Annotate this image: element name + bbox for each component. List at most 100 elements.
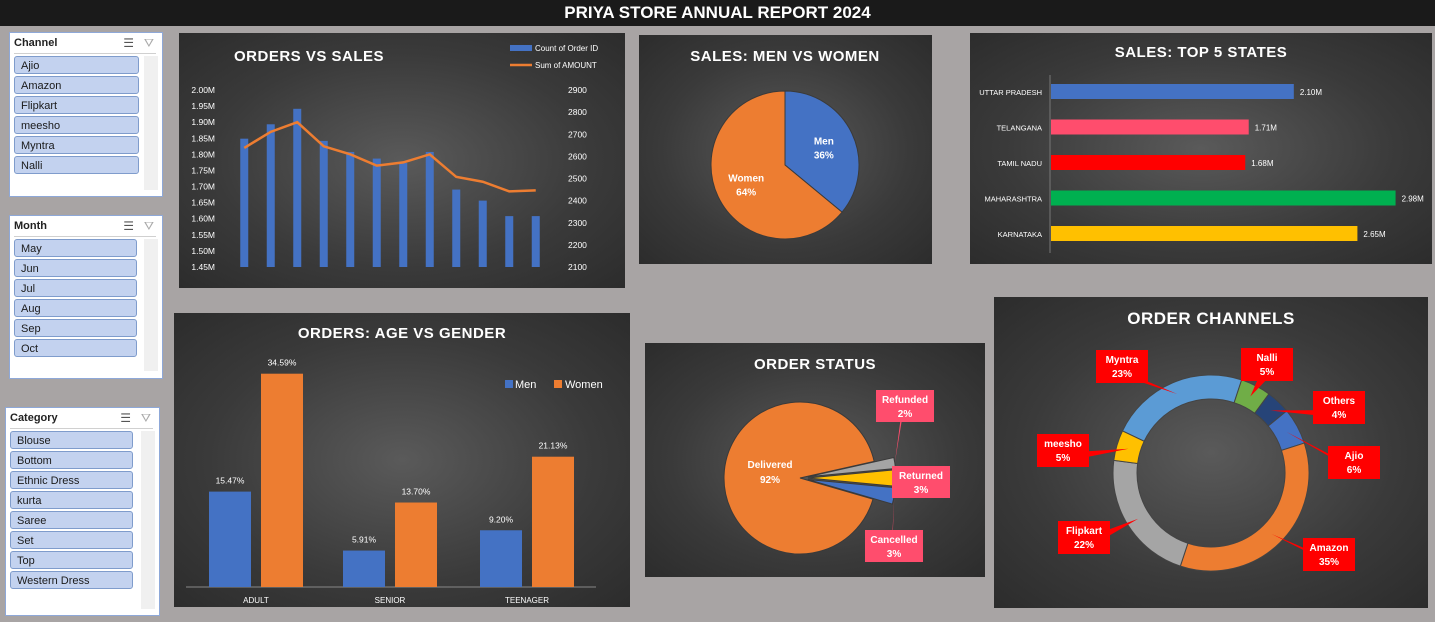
clear-filter-icon[interactable]: ⛛ bbox=[140, 411, 151, 425]
callout-label: Cancelled bbox=[870, 535, 917, 546]
slicer-item-sep[interactable]: Sep bbox=[14, 319, 137, 337]
slicer-header: Channel ☰ ⛛ bbox=[14, 33, 156, 54]
orders-vs-sales-chart: ORDERS VS SALES Count of Order ID Sum of A… bbox=[191, 44, 598, 272]
callout-box bbox=[1058, 521, 1110, 554]
multi-select-icon[interactable]: ☰ bbox=[123, 219, 134, 233]
callout-value: 3% bbox=[887, 549, 902, 560]
bar-value: 9.20% bbox=[489, 514, 514, 524]
callout-box bbox=[1241, 348, 1293, 381]
slicer-items: May Jun Jul Aug Sep Oct bbox=[10, 239, 162, 357]
y-left-tick: 1.50M bbox=[191, 246, 215, 256]
callout-value: 35% bbox=[1319, 557, 1339, 568]
slicer-item-may[interactable]: May bbox=[14, 239, 137, 257]
y-right-tick: 2800 bbox=[568, 107, 587, 117]
slicer-item-western-dress[interactable]: Western Dress bbox=[10, 571, 133, 589]
age-gender-chart: ORDERS: AGE VS GENDER Men Women 15.47% 34.59… bbox=[186, 325, 603, 605]
slicer-item-meesho[interactable]: meesho bbox=[14, 116, 139, 134]
y-left-tick: 1.75M bbox=[191, 165, 215, 175]
bar-orders bbox=[293, 108, 302, 268]
bar-men-adult bbox=[209, 491, 251, 587]
y-left-tick: 1.55M bbox=[191, 230, 215, 240]
slicer-item-saree[interactable]: Saree bbox=[10, 511, 133, 529]
slicer-scrollbar[interactable] bbox=[144, 56, 158, 190]
callout-label: meesho bbox=[1044, 439, 1082, 450]
pie-slice-delivered bbox=[723, 401, 875, 555]
legend-swatch-women bbox=[554, 380, 562, 388]
callout-label: Flipkart bbox=[1066, 526, 1103, 537]
category-label: SENIOR bbox=[375, 596, 406, 605]
y-right-tick: 2100 bbox=[568, 262, 587, 272]
slicer-item-set[interactable]: Set bbox=[10, 531, 133, 549]
slicer-item-jul[interactable]: Jul bbox=[14, 279, 137, 297]
legend-label: Count of Order ID bbox=[535, 44, 598, 53]
clear-filter-icon[interactable]: ⛛ bbox=[143, 36, 154, 50]
clear-filter-icon[interactable]: ⛛ bbox=[143, 219, 154, 233]
callout-value: 4% bbox=[1332, 410, 1347, 421]
line-sales bbox=[243, 120, 536, 193]
slicer-item-myntra[interactable]: Myntra bbox=[14, 136, 139, 154]
callout-value: 3% bbox=[914, 485, 929, 496]
bar-karnataka bbox=[1051, 226, 1358, 241]
slicer-item-nalli[interactable]: Nalli bbox=[14, 156, 139, 174]
category-label: MAHARASHTRA bbox=[984, 195, 1042, 204]
y-left-tick: 1.95M bbox=[191, 101, 215, 111]
slicer-scrollbar[interactable] bbox=[144, 239, 158, 371]
slicer-item-oct[interactable]: Oct bbox=[14, 339, 137, 357]
bar-women-teenager bbox=[532, 456, 574, 587]
bar-value: 1.71M bbox=[1255, 124, 1278, 133]
bar-tamil-nadu bbox=[1051, 155, 1246, 170]
channel-slicer: Channel ☰ ⛛ Ajio Amazon Flipkart meesho Mynt… bbox=[9, 32, 163, 197]
slicer-item-aug[interactable]: Aug bbox=[14, 299, 137, 317]
slicer-item-blouse[interactable]: Blouse bbox=[10, 431, 133, 449]
slicer-item-bottom[interactable]: Bottom bbox=[10, 451, 133, 469]
y-left-tick: 1.45M bbox=[191, 262, 215, 272]
month-slicer: Month ☰ ⛛ May Jun Jul Aug Sep Oct bbox=[9, 215, 163, 379]
y-right-tick: 2300 bbox=[568, 218, 587, 228]
pie-value: 64% bbox=[736, 187, 756, 198]
pie-value: 36% bbox=[814, 151, 834, 162]
bar-value: 5.91% bbox=[352, 535, 377, 545]
callout-value: 22% bbox=[1074, 540, 1094, 551]
report-title: PRIYA STORE ANNUAL REPORT 2024 bbox=[0, 0, 1435, 26]
callout-box bbox=[1328, 446, 1380, 479]
bar-orders bbox=[505, 216, 514, 267]
slicer-item-jun[interactable]: Jun bbox=[14, 259, 137, 277]
slicer-item-flipkart[interactable]: Flipkart bbox=[14, 96, 139, 114]
callout-value: 5% bbox=[1056, 453, 1071, 464]
slicer-scrollbar[interactable] bbox=[141, 431, 155, 609]
y-right-tick: 2200 bbox=[568, 240, 587, 250]
callout-box bbox=[892, 466, 950, 498]
y-left-tick: 1.60M bbox=[191, 214, 215, 224]
bar-orders bbox=[240, 138, 249, 267]
slicer-items: Blouse Bottom Ethnic Dress kurta Saree Set Top… bbox=[6, 431, 159, 589]
legend-swatch-men bbox=[505, 380, 513, 388]
legend-label: Sum of AMOUNT bbox=[535, 61, 597, 70]
slicer-item-amazon[interactable]: Amazon bbox=[14, 76, 139, 94]
y-left-tick: 1.85M bbox=[191, 133, 215, 143]
bar-orders bbox=[452, 189, 461, 267]
bar-orders bbox=[372, 158, 381, 267]
y-left-tick: 2.00M bbox=[191, 85, 215, 95]
bar-maharashtra bbox=[1051, 190, 1396, 206]
y-left-tick: 1.70M bbox=[191, 182, 215, 192]
bar-value: 15.47% bbox=[216, 476, 245, 486]
y-left-tick: 1.80M bbox=[191, 149, 215, 159]
callout-box bbox=[876, 390, 934, 422]
category-slicer: Category ☰ ⛛ Blouse Bottom Ethnic Dress kur… bbox=[5, 407, 160, 616]
multi-select-icon[interactable]: ☰ bbox=[123, 36, 134, 50]
order-channels-panel: ORDER CHANNELS Myntra 23% Nalli 5% Others 4% Aj… bbox=[994, 297, 1428, 608]
bar-women-adult bbox=[261, 373, 303, 587]
bar-value: 1.68M bbox=[1251, 159, 1274, 168]
multi-select-icon[interactable]: ☰ bbox=[120, 411, 131, 425]
chart-title: ORDER STATUS bbox=[754, 356, 876, 373]
orders-vs-sales-panel: ORDERS VS SALES Count of Order ID Sum of A… bbox=[179, 33, 625, 288]
callout-box bbox=[1096, 350, 1148, 383]
category-label: TAMIL NADU bbox=[997, 159, 1042, 168]
slicer-item-top[interactable]: Top bbox=[10, 551, 133, 569]
slicer-item-kurta[interactable]: kurta bbox=[10, 491, 133, 509]
slicer-item-ajio[interactable]: Ajio bbox=[14, 56, 139, 74]
pie-slice-women bbox=[710, 90, 843, 240]
slicer-item-ethnic-dress[interactable]: Ethnic Dress bbox=[10, 471, 133, 489]
bar-men-teenager bbox=[480, 530, 522, 587]
men-women-panel: SALES: MEN VS WOMEN Men 36% Women 64% bbox=[639, 35, 932, 264]
